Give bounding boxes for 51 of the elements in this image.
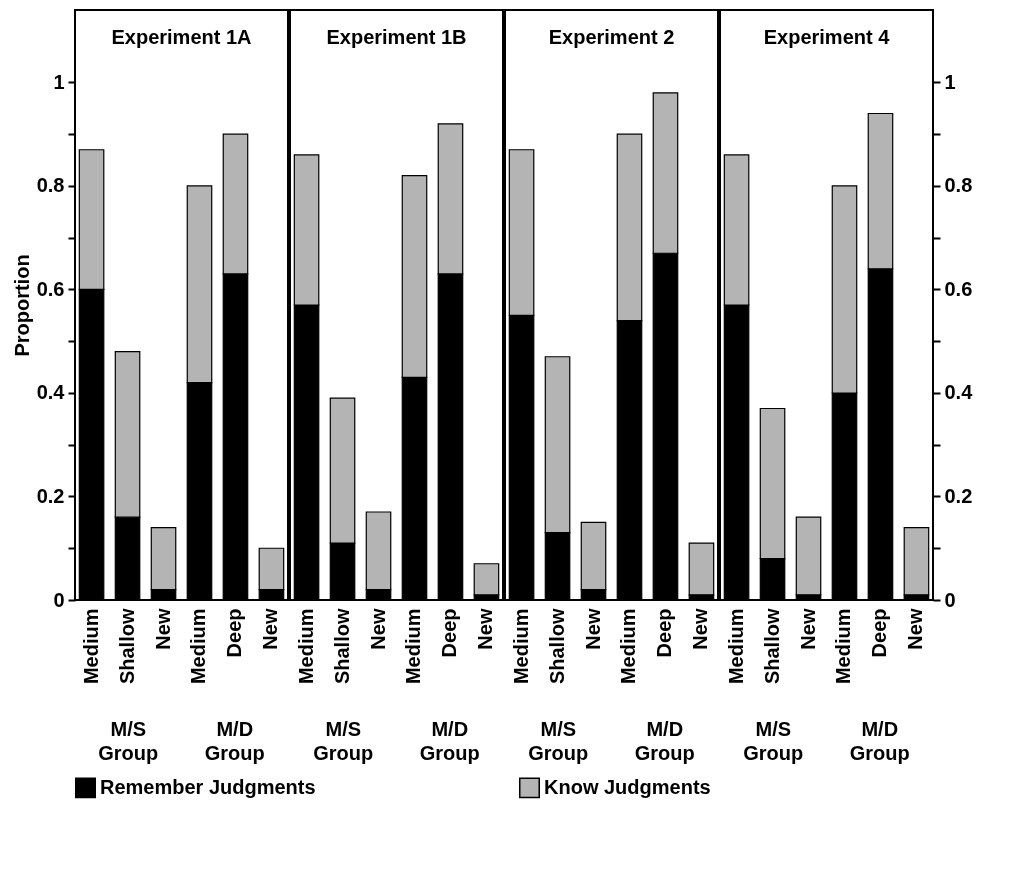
x-tick-label: Deep bbox=[438, 608, 461, 658]
x-tick-label: Medium bbox=[294, 608, 317, 685]
text: M/D Group bbox=[849, 718, 910, 764]
x-tick-label: New bbox=[474, 608, 497, 650]
x-tick-label: Medium bbox=[509, 608, 532, 685]
text: Experiment 2 bbox=[548, 26, 675, 48]
text: M/S Group bbox=[743, 718, 804, 764]
legend-label: Remember Judgments bbox=[100, 775, 316, 798]
y-tick-label: 1 bbox=[53, 70, 65, 93]
y-tick-label: 0.8 bbox=[944, 174, 973, 197]
y-tick-label: 0.8 bbox=[36, 174, 65, 197]
y-tick-label: 0 bbox=[944, 588, 956, 611]
text: M/D Group bbox=[634, 718, 695, 764]
text: M/S Group bbox=[313, 718, 374, 764]
text: Experiment 4 bbox=[763, 26, 891, 48]
y-tick-label: 0.4 bbox=[36, 381, 66, 404]
x-tick-label: New bbox=[904, 608, 927, 650]
x-tick-label: Deep bbox=[868, 608, 891, 658]
x-tick-label: Shallow bbox=[330, 608, 353, 685]
x-tick-label: New bbox=[151, 608, 174, 650]
text: M/S Group bbox=[528, 718, 589, 764]
text: Experiment 1A bbox=[111, 26, 252, 48]
x-tick-label: New bbox=[796, 608, 819, 650]
y-axis-title: Proportion bbox=[10, 254, 33, 357]
text: Experiment 1B bbox=[326, 26, 467, 48]
x-tick-label: Shallow bbox=[545, 608, 568, 685]
text: M/D Group bbox=[204, 718, 265, 764]
y-tick-label: 1 bbox=[944, 70, 956, 93]
y-tick-label: 0.6 bbox=[36, 277, 65, 300]
y-tick-label: 0.2 bbox=[36, 484, 65, 507]
x-tick-label: New bbox=[581, 608, 604, 650]
x-tick-label: New bbox=[366, 608, 389, 650]
x-tick-label: Medium bbox=[79, 608, 102, 685]
y-tick-label: 0.4 bbox=[944, 381, 974, 404]
x-tick-label: Medium bbox=[187, 608, 210, 685]
x-tick-label: Shallow bbox=[115, 608, 138, 685]
x-tick-label: New bbox=[259, 608, 282, 650]
legend-label: Know Judgments bbox=[544, 775, 711, 798]
x-tick-label: Medium bbox=[724, 608, 747, 685]
x-tick-label: Deep bbox=[653, 608, 676, 658]
x-tick-label: Medium bbox=[402, 608, 425, 685]
text: M/D Group bbox=[419, 718, 480, 764]
y-tick-label: 0.2 bbox=[944, 484, 973, 507]
x-tick-label: Shallow bbox=[760, 608, 783, 685]
x-tick-label: Medium bbox=[832, 608, 855, 685]
y-tick-label: 0 bbox=[53, 588, 65, 611]
x-tick-label: New bbox=[689, 608, 712, 650]
y-tick-label: 0.6 bbox=[944, 277, 973, 300]
x-tick-label: Deep bbox=[223, 608, 246, 658]
text: M/S Group bbox=[98, 718, 159, 764]
x-tick-label: Medium bbox=[617, 608, 640, 685]
